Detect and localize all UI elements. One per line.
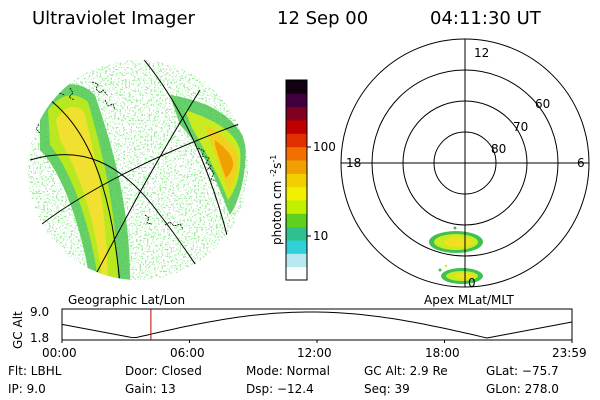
timeline-ytick-high: 9.0: [30, 305, 50, 319]
colorbar-unit-label: photon cm -2s-1: [269, 154, 284, 245]
colorbar-segment: [286, 106, 307, 121]
polar-panel-caption: Apex MLat/MLT: [424, 293, 514, 307]
info-door: Door: Closed: [125, 364, 202, 378]
colorbar-segment: [286, 240, 307, 254]
info-filter: Flt: LBHL: [8, 364, 62, 378]
mlt-label-bottom: 0: [468, 276, 476, 290]
observation-date: 12 Sep 00: [277, 8, 369, 29]
colorbar-segment: [286, 200, 307, 214]
observation-time: 04:11:30 UT: [430, 8, 541, 29]
timeline-xtick-2359: 23:59: [552, 346, 587, 360]
altitude-timeline: [61, 308, 573, 343]
colorbar-segment: [286, 253, 307, 268]
mlt-label-left: 18: [346, 156, 362, 170]
lat-label-70: 70: [513, 120, 529, 134]
lat-label-80: 80: [491, 142, 507, 156]
info-glat: GLat: −75.7: [486, 364, 559, 378]
colorbar-segment: [286, 213, 307, 228]
color-bar: [286, 80, 307, 281]
colorbar-segment: [286, 266, 307, 281]
info-ip: IP: 9.0: [8, 382, 46, 396]
lat-label-60: 60: [535, 97, 551, 111]
colorbar-segment: [286, 146, 307, 161]
colorbar-tick-100: 100: [313, 140, 336, 154]
info-dsp: Dsp: −12.4: [246, 382, 314, 396]
instrument-title: Ultraviolet Imager: [32, 8, 195, 29]
timeline-ytick-low: 1.8: [30, 331, 50, 345]
colorbar-segment: [286, 173, 307, 188]
colorbar-tick-10: 10: [313, 229, 329, 243]
info-seq: Seq: 39: [364, 382, 410, 396]
colorbar-segment: [286, 160, 307, 174]
colorbar-segment: [286, 226, 307, 241]
info-gain: Gain: 13: [125, 382, 176, 396]
colorbar-segment: [286, 120, 307, 134]
timeline-xtick-0600: 06:00: [170, 346, 205, 360]
colorbar-segment: [286, 133, 307, 148]
polar-plot: [340, 38, 590, 288]
colorbar-segment: [286, 93, 307, 108]
info-gc-alt: GC Alt: 2.9 Re: [364, 364, 448, 378]
geo-panel-caption: Geographic Lat/Lon: [68, 293, 186, 307]
timeline-xtick-0000: 00:00: [42, 346, 77, 360]
timeline-xtick-1200: 12:00: [297, 346, 332, 360]
colorbar-segment: [286, 186, 307, 201]
info-glon: GLon: 278.0: [486, 382, 559, 396]
colorbar-segment: [286, 80, 307, 94]
mlt-label-top: 12: [474, 46, 490, 60]
info-mode: Mode: Normal: [246, 364, 330, 378]
timeline-xtick-1800: 18:00: [425, 346, 460, 360]
aurora-image: [28, 60, 248, 280]
mlt-label-right: 6: [577, 156, 585, 170]
timeline-y-label: GC Alt: [11, 311, 25, 349]
